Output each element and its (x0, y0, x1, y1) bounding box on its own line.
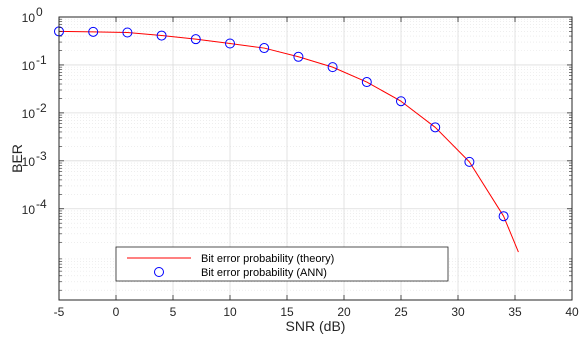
x-tick-label: 10 (223, 305, 237, 319)
legend-theory-label: Bit error probability (theory) (201, 253, 334, 265)
x-tick-label: 15 (280, 305, 294, 319)
y-tick-label-base: 10 (22, 203, 36, 217)
x-tick-label: -5 (54, 305, 65, 319)
ann-point (293, 51, 304, 62)
ann-point (498, 211, 509, 222)
y-axis-label: BER (9, 144, 25, 173)
ann-point (361, 77, 372, 88)
theory-series (58, 30, 519, 253)
y-tick-label-exponent: -4 (36, 197, 47, 211)
axis-ticks (58, 16, 573, 300)
y-tick-label-base: 10 (22, 155, 36, 169)
legend: Bit error probability (theory) Bit error… (115, 246, 449, 282)
ann-point (190, 34, 201, 45)
ann-point (156, 30, 167, 41)
y-tick-label-exponent: -3 (36, 149, 47, 163)
legend-ann-marker (154, 267, 164, 277)
legend-box (115, 246, 449, 282)
major-grid (59, 17, 572, 300)
ann-point (327, 62, 338, 73)
y-tick-label-exponent: -2 (36, 101, 47, 115)
ann-point (88, 26, 99, 37)
y-tick-label-base: 10 (22, 59, 36, 73)
ann-point (225, 38, 235, 49)
ann-point (396, 96, 406, 107)
y-tick-label-base: 10 (22, 107, 36, 121)
y-tick-label-base: 10 (22, 11, 36, 25)
legend-ann-label: Bit error probability (ANN) (201, 267, 327, 279)
x-tick-labels: -5 0 5 10 15 20 25 30 35 40 (54, 305, 579, 319)
ann-series (54, 26, 509, 222)
x-tick-label: 5 (170, 305, 177, 319)
ann-point (122, 27, 133, 38)
x-tick-label: 35 (508, 305, 522, 319)
y-tick-label-exponent: -1 (36, 53, 47, 67)
x-tick-label: 25 (394, 305, 408, 319)
ann-point (430, 122, 441, 133)
plot-frame (58, 16, 573, 301)
ann-point (464, 156, 475, 167)
x-axis-label: SNR (dB) (286, 318, 346, 334)
ann-point (259, 43, 270, 54)
x-tick-label: 30 (451, 305, 465, 319)
x-tick-label: 20 (337, 305, 351, 319)
theory-curve (58, 30, 519, 253)
x-tick-label: 40 (565, 305, 579, 319)
x-tick-label: 0 (113, 305, 120, 319)
y-tick-label-exponent: 0 (36, 5, 43, 19)
